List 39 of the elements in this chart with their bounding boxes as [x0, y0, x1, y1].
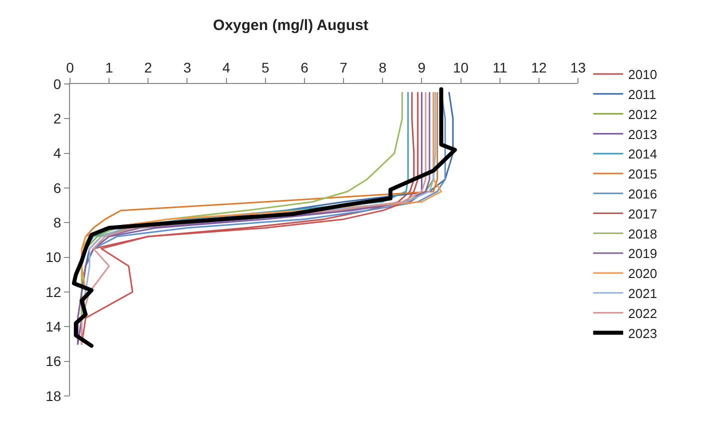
legend-label: 2016	[628, 186, 658, 202]
x-tick-label: 6	[300, 59, 309, 76]
y-tick-label: 16	[46, 353, 62, 370]
x-tick-label: 7	[340, 59, 348, 76]
legend-label: 2023	[628, 326, 658, 341]
y-tick-label: 8	[53, 214, 62, 231]
y-tick-label: 6	[53, 180, 62, 196]
x-tick-label: 11	[492, 59, 508, 76]
y-tick-label: 2	[53, 110, 62, 127]
x-tick-label: 9	[418, 59, 426, 76]
chart-title: Oxygen (mg/l) August	[213, 16, 368, 34]
legend-label: 2015	[628, 166, 658, 182]
x-tick-label: 4	[222, 59, 230, 76]
x-tick-label: 12	[531, 59, 547, 76]
legend-label: 2021	[628, 286, 658, 301]
y-tick-label: 12	[46, 284, 62, 300]
y-tick-label: 10	[46, 249, 62, 266]
y-tick-label: 14	[46, 318, 62, 335]
x-tick-label: 3	[183, 59, 192, 76]
x-tick-label: 10	[452, 59, 469, 76]
legend-label: 2022	[628, 306, 658, 321]
x-tick-label: 2	[144, 59, 152, 76]
legend-label: 2010	[628, 67, 658, 82]
y-tick-label: 4	[53, 145, 62, 162]
x-tick-label: 8	[378, 59, 387, 76]
legend-label: 2014	[628, 146, 658, 162]
legend-label: 2019	[628, 246, 658, 262]
x-tick-label: 5	[261, 59, 270, 76]
legend-label: 2020	[628, 266, 658, 282]
x-tick-label: 13	[570, 59, 586, 76]
y-tick-label: 18	[46, 388, 62, 404]
x-tick-label: 1	[105, 59, 114, 76]
legend-label: 2013	[628, 126, 658, 142]
legend-label: 2012	[628, 106, 658, 122]
legend-label: 2018	[628, 226, 658, 242]
y-tick-label: 0	[53, 76, 62, 92]
x-tick-label: 0	[66, 59, 74, 76]
legend-label: 2011	[628, 86, 656, 102]
legend-label: 2017	[628, 206, 658, 222]
